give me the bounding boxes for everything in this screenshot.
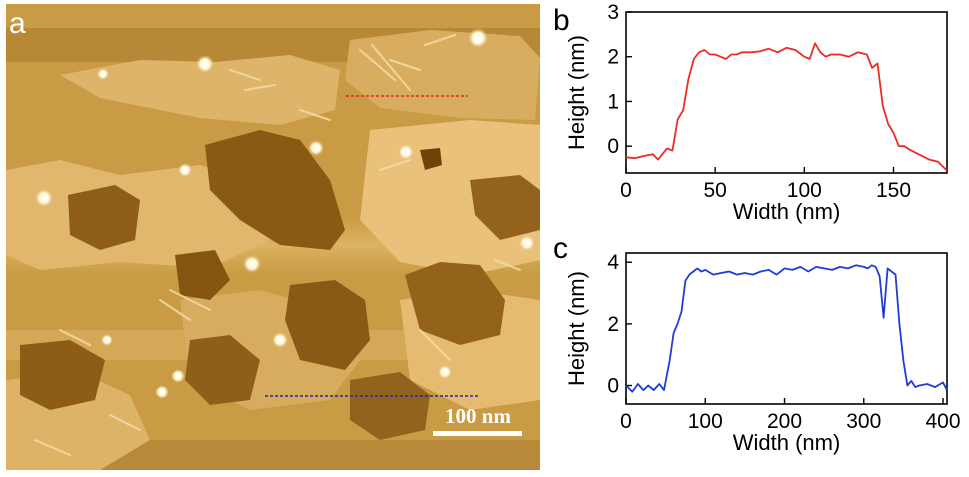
dark-hole <box>175 250 230 300</box>
graphene-flake <box>60 55 340 125</box>
x-tick-label: 300 <box>846 410 881 433</box>
dark-hole <box>68 185 140 250</box>
particle <box>35 189 53 207</box>
y-axis-label: Height (nm) <box>564 35 589 150</box>
afm-image-panel: 100 nm <box>6 4 540 470</box>
panel-letter-c: c <box>553 232 568 265</box>
particle <box>519 235 535 251</box>
height-profile-chart-c: 0 100 200 300 400 0 2 4 Width (nm) Height (nm) <box>564 251 961 455</box>
y-tick-label: 0 <box>607 135 619 158</box>
particle <box>97 68 109 80</box>
height-profile-chart-b: 0 50 100 150 0 1 2 3 Width (nm) Height (nm) <box>564 1 948 224</box>
particle <box>101 334 113 346</box>
x-tick-label: 50 <box>703 179 726 202</box>
scale-bar <box>433 431 522 436</box>
y-axis-label: Height (nm) <box>564 271 589 386</box>
dark-hole <box>205 130 345 250</box>
y-tick-label: 0 <box>607 375 619 398</box>
x-axis-label: Width (nm) <box>733 430 841 455</box>
particle <box>178 163 192 177</box>
height-profile-line <box>625 264 948 393</box>
x-tick-label: 0 <box>620 410 632 433</box>
particle <box>438 365 452 379</box>
x-axis-label: Width (nm) <box>733 199 841 224</box>
y-tick-label: 2 <box>607 46 619 69</box>
panel-letter-a: a <box>9 7 26 40</box>
dark-hole <box>420 148 442 170</box>
dark-hole <box>20 340 105 410</box>
x-tick-label: 400 <box>926 410 961 433</box>
dark-hole <box>405 262 505 345</box>
height-profile-line <box>625 42 948 172</box>
dark-hole <box>470 175 540 240</box>
x-tick-label: 100 <box>787 179 822 202</box>
particle <box>272 332 288 348</box>
dark-hole <box>185 335 260 405</box>
particle <box>243 255 261 273</box>
x-tick-label: 0 <box>620 179 632 202</box>
particle <box>468 28 488 48</box>
plot-frame <box>625 11 948 174</box>
panel-letter-b: b <box>553 4 570 37</box>
dark-hole <box>350 372 430 440</box>
particle <box>398 144 414 160</box>
y-tick-label: 4 <box>607 251 619 274</box>
graphene-flake <box>345 30 540 120</box>
bright-particles <box>35 28 535 399</box>
particle <box>171 369 185 383</box>
y-tick-label: 1 <box>607 90 619 113</box>
y-tick-label: 2 <box>607 313 619 336</box>
y-tick-label: 3 <box>607 1 619 24</box>
x-tick-label: 150 <box>876 179 911 202</box>
flake-wrinkles <box>34 34 521 456</box>
plot-frame <box>625 252 948 405</box>
particle <box>196 55 214 73</box>
scale-bar-label: 100 nm <box>445 404 511 428</box>
x-tick-label: 100 <box>688 410 723 433</box>
x-tick-label: 200 <box>767 410 802 433</box>
particle <box>308 140 324 156</box>
particle <box>155 385 169 399</box>
dark-hole <box>285 280 370 370</box>
